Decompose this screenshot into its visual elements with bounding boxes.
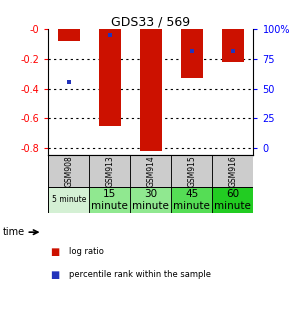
Bar xyxy=(89,155,130,187)
Text: GSM916: GSM916 xyxy=(229,155,237,187)
Text: GSM913: GSM913 xyxy=(105,155,114,187)
Title: GDS33 / 569: GDS33 / 569 xyxy=(111,15,190,28)
Bar xyxy=(180,29,203,78)
Bar xyxy=(171,155,212,187)
Text: log ratio: log ratio xyxy=(69,247,104,256)
Bar xyxy=(48,187,89,213)
Text: 30
minute: 30 minute xyxy=(132,189,169,211)
Bar xyxy=(89,187,130,213)
Bar xyxy=(212,155,253,187)
Bar xyxy=(48,155,89,187)
Bar xyxy=(140,29,162,151)
Text: ■: ■ xyxy=(50,270,59,280)
Text: 15
minute: 15 minute xyxy=(91,189,128,211)
Bar xyxy=(171,187,212,213)
Text: GSM915: GSM915 xyxy=(188,155,196,187)
Text: time: time xyxy=(3,227,25,237)
Text: ■: ■ xyxy=(50,247,59,257)
Text: GSM908: GSM908 xyxy=(64,155,73,187)
Text: percentile rank within the sample: percentile rank within the sample xyxy=(69,270,211,279)
Text: 60
minute: 60 minute xyxy=(214,189,251,211)
Text: 45
minute: 45 minute xyxy=(173,189,210,211)
Bar xyxy=(130,155,171,187)
Bar xyxy=(57,29,80,41)
Bar xyxy=(98,29,121,126)
Bar xyxy=(222,29,244,62)
Bar xyxy=(212,187,253,213)
Bar xyxy=(130,187,171,213)
Text: 5 minute: 5 minute xyxy=(52,196,86,204)
Text: GSM914: GSM914 xyxy=(146,155,155,187)
